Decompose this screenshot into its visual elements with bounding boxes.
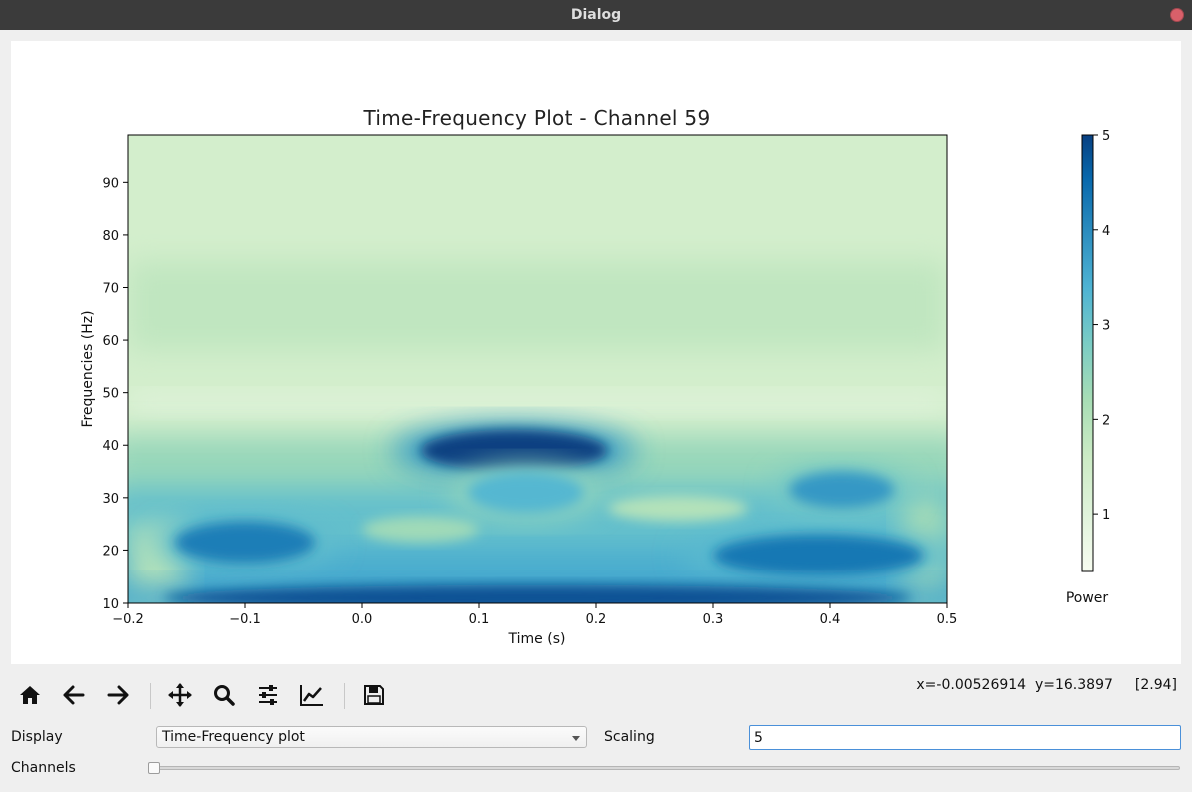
- heatmap-band-high: [128, 261, 947, 351]
- save-button[interactable]: [358, 679, 390, 711]
- heatmap-layers: [128, 135, 947, 603]
- x-tick-label: 0.1: [469, 612, 490, 627]
- save-icon: [364, 685, 384, 705]
- colorbar-label: Power: [1066, 590, 1109, 606]
- colorbar-tick-label: 4: [1102, 224, 1110, 239]
- heatmap-blob: [174, 521, 316, 564]
- x-tick-label: 0.3: [703, 612, 724, 627]
- heatmap-light-patch: [362, 516, 479, 543]
- x-tick-label: −0.1: [229, 612, 261, 627]
- display-select[interactable]: Time-Frequency plot: [156, 726, 587, 748]
- toolbar-separator: [344, 683, 345, 709]
- time-frequency-plot: Time-Frequency Plot - Channel 59 −0.2 −0.…: [80, 106, 1110, 647]
- edit-axis-icon: [300, 685, 323, 706]
- figure-canvas[interactable]: Time-Frequency Plot - Channel 59 −0.2 −0.…: [11, 41, 1181, 664]
- zoom-icon: [214, 685, 235, 706]
- home-button[interactable]: [14, 679, 46, 711]
- colorbar-tick-label: 1: [1102, 508, 1110, 523]
- pixel-value-readout: [2.94]: [1134, 677, 1177, 693]
- back-arrow-icon: [63, 685, 85, 705]
- cursor-coordinates: x=-0.00526914 y=16.3897 [2.94]: [916, 677, 1177, 693]
- x-axis-label: Time (s): [508, 631, 566, 647]
- toolbar-separator: [150, 683, 151, 709]
- display-select-value: Time-Frequency plot: [162, 729, 305, 745]
- configure-subplots-button[interactable]: [252, 679, 284, 711]
- y-tick-label: 60: [102, 334, 119, 349]
- pan-icon: [168, 683, 192, 707]
- heatmap-blob: [467, 471, 585, 514]
- chevron-down-icon: [572, 736, 580, 741]
- x-tick-label: 0.0: [352, 612, 373, 627]
- y-tick-label: 90: [102, 176, 119, 191]
- home-icon: [20, 686, 40, 704]
- y-tick-label: 70: [102, 281, 119, 296]
- window-title: Dialog: [570, 7, 622, 23]
- y-axis-label: Frequencies (Hz): [80, 310, 96, 427]
- channels-slider-handle[interactable]: [148, 762, 160, 774]
- plot-frame: [127, 134, 948, 604]
- coords-readout: x=-0.00526914 y=16.3897: [916, 677, 1113, 693]
- heatmap-band-gap: [128, 392, 947, 414]
- back-button[interactable]: [58, 679, 90, 711]
- y-tick-label: 30: [102, 492, 119, 507]
- x-tick-label: 0.5: [937, 612, 958, 627]
- colorbar-tick-label: 3: [1102, 319, 1110, 334]
- zoom-button[interactable]: [208, 679, 240, 711]
- window-titlebar: Dialog: [0, 0, 1192, 30]
- y-tick-label: 50: [102, 387, 119, 402]
- colorbar-ticks: 1 2 3 4 5: [1093, 129, 1110, 523]
- heatmap-light-patch: [607, 495, 749, 522]
- x-tick-label: 0.4: [820, 612, 841, 627]
- scaling-input[interactable]: [749, 725, 1181, 750]
- channels-label: Channels: [11, 760, 76, 776]
- x-axis-ticks: −0.2 −0.1 0.0 0.1 0.2 0.3 0.4 0.5: [112, 603, 957, 627]
- y-tick-label: 40: [102, 439, 119, 454]
- y-axis-ticks: 10 20 30 40 50 60 70 80 90: [102, 176, 128, 612]
- display-label: Display: [11, 729, 63, 745]
- heatmap-blob: [163, 584, 912, 603]
- scaling-label: Scaling: [604, 729, 655, 745]
- configure-subplots-icon: [259, 685, 277, 705]
- forward-button[interactable]: [102, 679, 134, 711]
- edit-axis-button[interactable]: [296, 679, 328, 711]
- heatmap-blob: [420, 429, 608, 472]
- y-tick-label: 10: [102, 597, 119, 612]
- channels-slider-track[interactable]: [152, 766, 1180, 770]
- y-tick-label: 20: [102, 544, 119, 559]
- pan-button[interactable]: [164, 679, 196, 711]
- heatmap-blob: [789, 471, 895, 509]
- colorbar-tick-label: 2: [1102, 413, 1110, 428]
- y-tick-label: 80: [102, 229, 119, 244]
- heatmap-blob: [713, 534, 924, 577]
- close-button[interactable]: [1170, 8, 1184, 22]
- x-tick-label: −0.2: [112, 612, 144, 627]
- colorbar: [1081, 134, 1094, 572]
- chart-title: Time-Frequency Plot - Channel 59: [363, 106, 711, 130]
- x-tick-label: 0.2: [586, 612, 607, 627]
- forward-arrow-icon: [107, 685, 129, 705]
- colorbar-tick-label: 5: [1102, 129, 1110, 144]
